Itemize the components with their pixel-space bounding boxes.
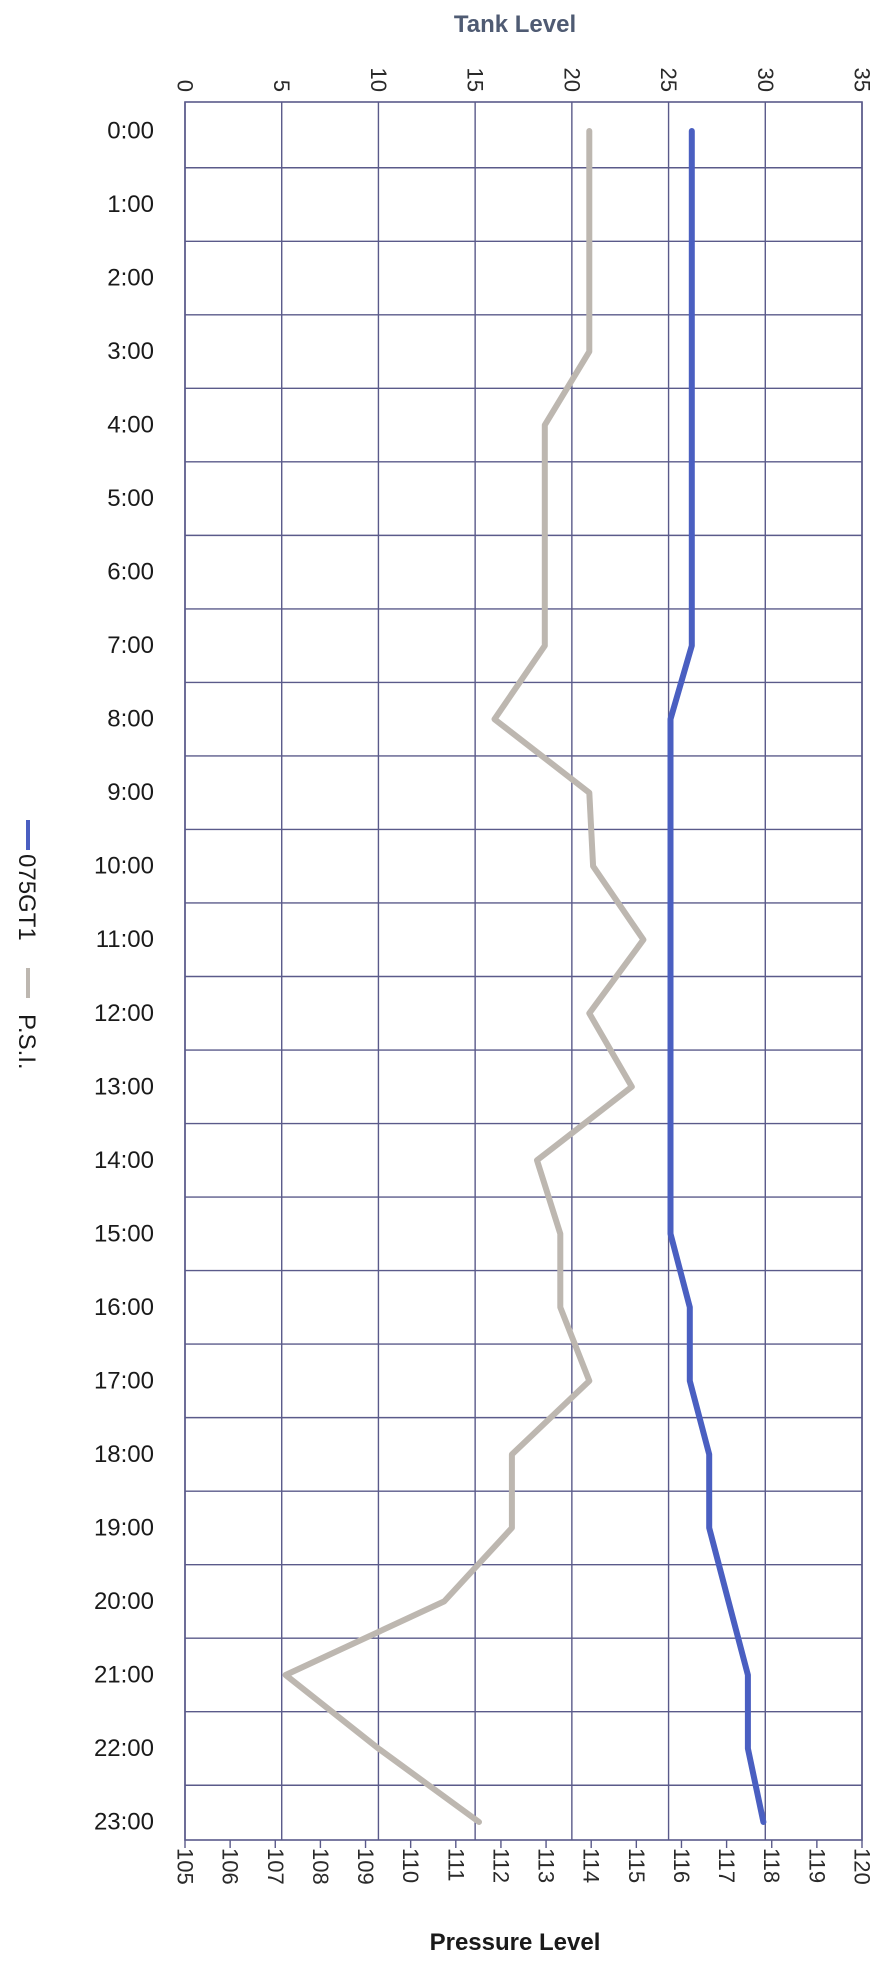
series-line-075gt1 [667, 128, 767, 1825]
category-label: 9:00 [107, 779, 154, 806]
category-label: 0:00 [107, 118, 154, 145]
bottom-tick-label: 108 [308, 1848, 333, 1885]
plot-border [184, 101, 863, 1841]
bottom-tick-label: 118 [759, 1848, 784, 1883]
category-label: 12:00 [94, 1000, 154, 1027]
top-tick-label: 15 [463, 68, 488, 92]
category-label: 3:00 [107, 338, 154, 365]
bottom-tick-label: 115 [624, 1848, 649, 1883]
top-tick-label: 25 [656, 68, 681, 92]
top-tick-label: 0 [173, 80, 198, 92]
category-label: 2:00 [107, 265, 154, 292]
category-label: 1:00 [107, 191, 154, 218]
top-tick-label: 10 [366, 68, 391, 92]
series-lines [282, 128, 767, 1825]
bottom-tick-label: 114 [579, 1848, 604, 1883]
category-label: 10:00 [94, 853, 154, 880]
category-label: 22:00 [94, 1735, 154, 1762]
category-label: 4:00 [107, 412, 154, 439]
top-tick-label: 30 [753, 68, 778, 92]
legend: 075GT1 P.S.I. [13, 820, 40, 1070]
top-axis-title: Tank Level [454, 11, 576, 38]
bottom-tick-label: 117 [714, 1848, 739, 1883]
bottom-tick-label: 105 [173, 1848, 198, 1885]
category-label: 21:00 [94, 1661, 154, 1688]
category-label: 23:00 [94, 1809, 154, 1836]
bottom-tick-label: 110 [398, 1848, 423, 1883]
top-axis-ticks: 0 5 10 15 20 25 30 35 [173, 68, 873, 92]
bottom-tick-label: 109 [353, 1848, 378, 1885]
top-tick-label: 20 [559, 68, 584, 92]
bottom-axis-ticks: 105 106 107 108 109 110 111 112 113 114 115 116 117 1… [173, 1840, 873, 1885]
category-label: 8:00 [107, 706, 154, 733]
category-label: 14:00 [94, 1147, 154, 1174]
category-label: 11:00 [96, 926, 154, 953]
bottom-axis-title: Pressure Level [430, 1929, 601, 1956]
category-label: 15:00 [94, 1220, 154, 1247]
bottom-tick-label: 106 [218, 1848, 243, 1885]
category-label: 18:00 [94, 1441, 154, 1468]
bottom-tick-label: 119 [804, 1848, 829, 1883]
category-label: 19:00 [94, 1514, 154, 1541]
category-label: 5:00 [107, 485, 154, 512]
bottom-tick-label: 113 [534, 1848, 559, 1883]
bottom-tick-label: 107 [263, 1848, 288, 1885]
series-line-psi [282, 128, 647, 1825]
bottom-tick-label: 111 [443, 1848, 468, 1881]
category-label: 13:00 [94, 1073, 154, 1100]
bottom-tick-label: 112 [488, 1848, 513, 1883]
category-label: 7:00 [107, 632, 154, 659]
legend-label-075gt1: 075GT1 [13, 854, 40, 941]
top-tick-label: 5 [269, 80, 294, 92]
category-label: 20:00 [94, 1588, 154, 1615]
category-label: 16:00 [94, 1294, 154, 1321]
category-label: 17:00 [94, 1367, 154, 1394]
category-labels: 0:00 1:00 2:00 3:00 4:00 5:00 6:00 7:00 8:00 9:00… [94, 118, 154, 1836]
legend-label-psi: P.S.I. [13, 1014, 40, 1070]
category-label: 6:00 [107, 559, 154, 586]
chart-grid [184, 101, 863, 1841]
bottom-tick-label: 120 [850, 1848, 873, 1885]
top-tick-label: 35 [850, 68, 873, 92]
bottom-tick-label: 116 [669, 1848, 694, 1883]
